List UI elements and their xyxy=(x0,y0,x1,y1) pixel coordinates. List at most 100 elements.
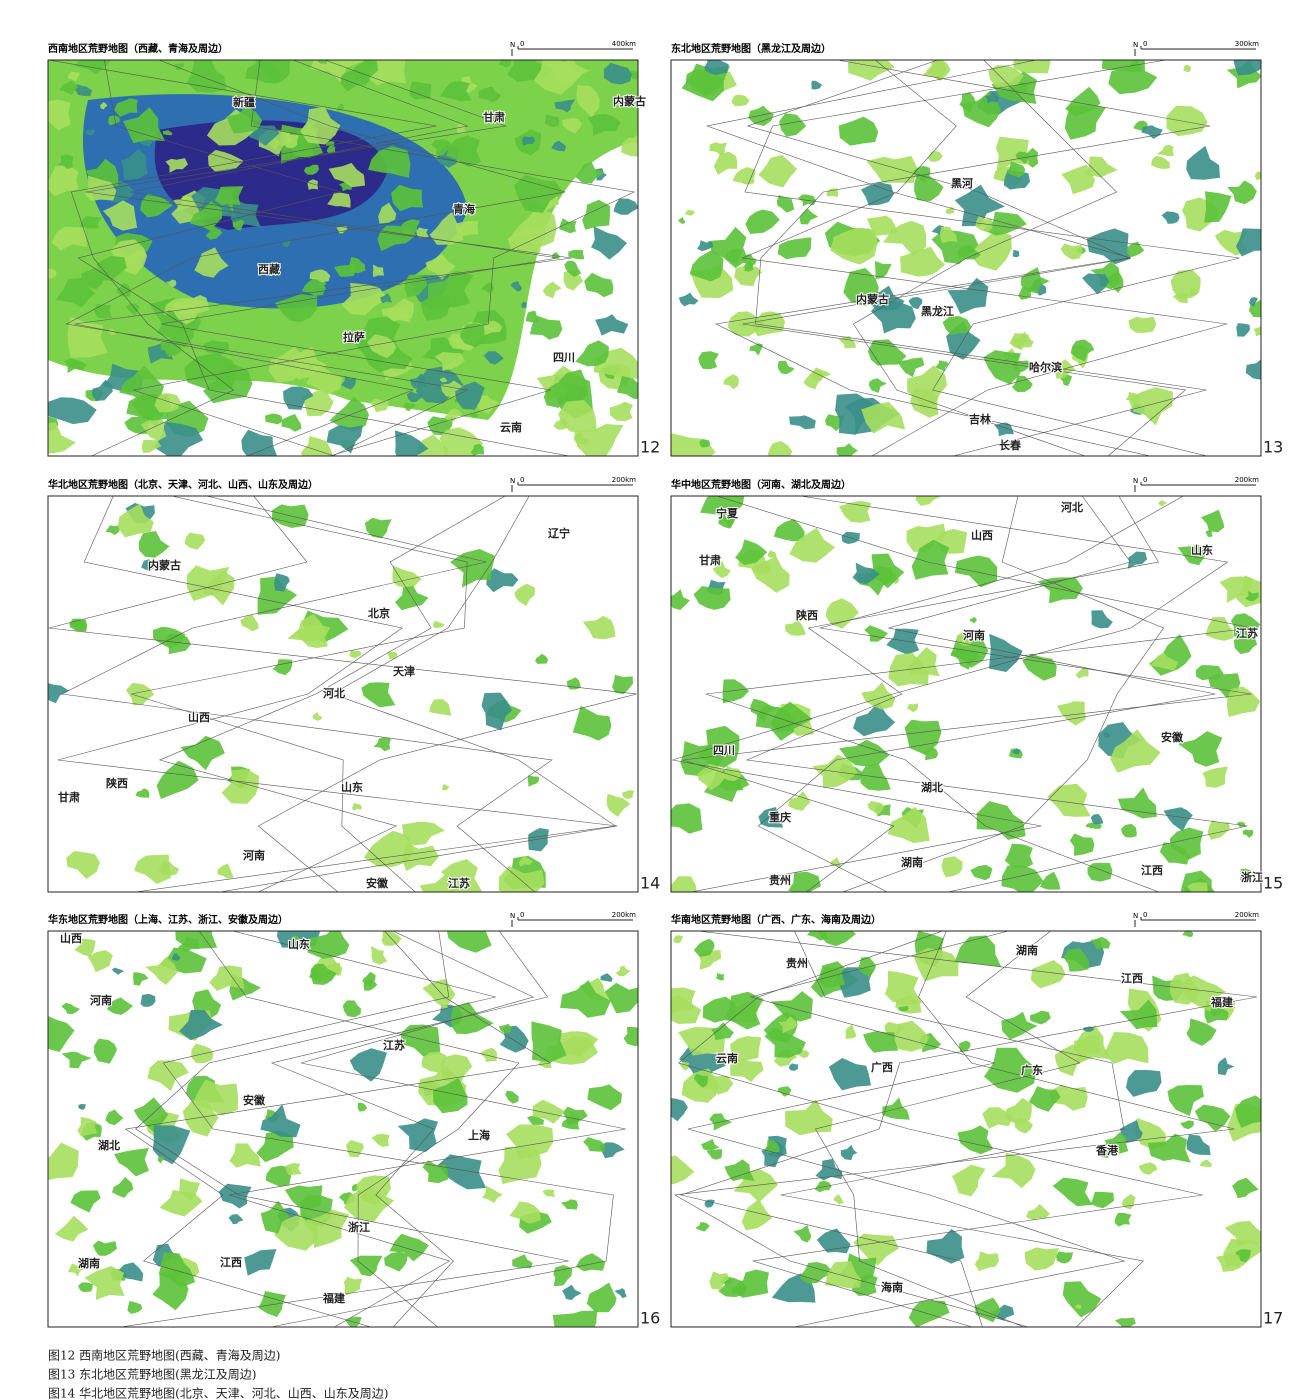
wild-patch xyxy=(173,195,196,212)
wild-patch xyxy=(799,208,819,225)
wild-patch xyxy=(784,620,806,636)
wild-patch xyxy=(229,1143,261,1168)
place-label: 湖南 xyxy=(1016,943,1038,957)
panel-title: 西南地区荒野地图（西藏、青海及周边） xyxy=(48,42,228,55)
wild-patch xyxy=(147,1060,189,1091)
wild-patch xyxy=(836,967,874,998)
wild-patch xyxy=(863,1031,899,1053)
panel-title: 华中地区荒野地图（河南、湖北及周边） xyxy=(671,478,851,491)
wild-patch xyxy=(575,162,605,184)
wild-patch xyxy=(817,931,856,947)
wild-patch xyxy=(866,156,918,183)
border xyxy=(124,931,552,1327)
wild-patch xyxy=(1189,288,1198,297)
wild-patch xyxy=(671,876,698,892)
wild-patch xyxy=(310,60,365,83)
place-label: 陕西 xyxy=(106,776,128,790)
north-arrow: N xyxy=(1133,477,1138,485)
wild-patch xyxy=(1128,316,1157,333)
wild-patch xyxy=(114,1148,149,1177)
wild-patch xyxy=(513,174,564,213)
scale-length: 300km xyxy=(1235,40,1259,48)
place-label: 长春 xyxy=(999,438,1022,452)
wild-patch xyxy=(861,402,906,434)
border xyxy=(705,60,1187,456)
wild-patch xyxy=(789,527,836,563)
wild-patch xyxy=(281,414,302,432)
wild-patch xyxy=(153,626,186,649)
wild-patch xyxy=(404,274,428,298)
wild-patch xyxy=(1108,60,1158,95)
wild-patch xyxy=(582,615,616,640)
wild-patch xyxy=(499,1023,512,1034)
wild-patch xyxy=(701,1139,720,1151)
wild-patch xyxy=(179,1009,223,1041)
wild-patch xyxy=(328,162,366,188)
wild-patch xyxy=(180,735,225,771)
wild-patch xyxy=(133,972,149,986)
wild-patch xyxy=(514,583,535,607)
place-label: 甘肃 xyxy=(699,553,721,567)
place-label: 内蒙古 xyxy=(613,94,646,108)
wild-patch xyxy=(1158,500,1168,507)
wild-patch xyxy=(344,1186,395,1223)
wild-patch xyxy=(228,1214,244,1225)
wild-patch xyxy=(478,86,501,103)
wild-patch xyxy=(1013,60,1051,74)
wild-patch xyxy=(908,1300,950,1327)
wild-patch xyxy=(833,1194,844,1205)
wild-patch xyxy=(734,265,762,287)
wild-patch xyxy=(926,60,947,79)
wild-patch xyxy=(505,1090,519,1104)
north-arrow: N xyxy=(1133,912,1138,920)
map-frame xyxy=(47,930,639,1328)
wild-patch xyxy=(563,270,584,291)
wild-patch xyxy=(678,217,685,224)
wild-patch xyxy=(587,1084,622,1111)
wild-patch xyxy=(1075,667,1089,679)
wild-patch xyxy=(1091,610,1113,629)
scale-bar xyxy=(1140,482,1256,486)
wild-patch xyxy=(455,220,479,236)
wild-patch xyxy=(1018,287,1032,300)
wild-patch xyxy=(1090,936,1111,949)
map-frame xyxy=(670,495,1262,893)
border xyxy=(814,931,1081,1327)
border xyxy=(162,931,614,1327)
place-label: 江西 xyxy=(1121,971,1143,985)
wild-patch xyxy=(828,1058,871,1091)
wild-patch xyxy=(192,1079,238,1116)
wild-patch xyxy=(731,94,750,107)
border xyxy=(199,931,520,1327)
wild-patch xyxy=(498,60,512,68)
wild-patch xyxy=(349,1048,387,1082)
wild-patch xyxy=(983,211,1027,236)
wild-patch xyxy=(715,972,725,981)
wild-patch xyxy=(73,84,93,97)
wild-patch xyxy=(551,140,567,152)
place-label: 上海 xyxy=(468,1128,490,1142)
place-label: 宁夏 xyxy=(716,506,739,520)
scale-bar xyxy=(517,482,633,486)
wild-patch xyxy=(300,106,341,145)
wild-patch xyxy=(470,443,484,456)
place-label: 河南 xyxy=(90,993,112,1007)
wild-patch xyxy=(264,413,283,425)
border xyxy=(744,60,1240,456)
place-label: 湖南 xyxy=(78,1256,100,1270)
north-arrow: N xyxy=(510,912,515,920)
place-label: 四川 xyxy=(713,744,735,757)
wild-patch xyxy=(482,1185,503,1203)
border xyxy=(741,60,1228,456)
place-label: 黑河 xyxy=(951,176,973,190)
wild-patch xyxy=(826,188,839,198)
wild-patch xyxy=(988,65,1024,89)
map-area xyxy=(671,931,1261,1327)
wild-patch xyxy=(689,249,724,282)
wild-patch xyxy=(1011,375,1033,393)
place-label: 山东 xyxy=(288,937,310,951)
figure-number: 15 xyxy=(1263,874,1283,893)
wild-patch xyxy=(814,1180,832,1193)
border xyxy=(745,496,1248,892)
wild-patch xyxy=(816,1228,851,1254)
